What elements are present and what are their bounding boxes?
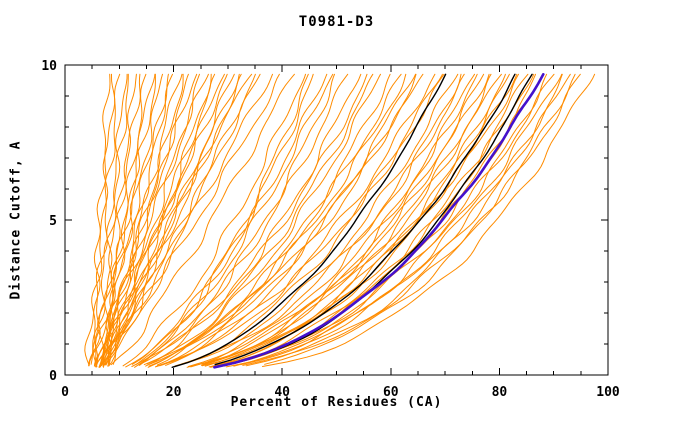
curve-predictions: [240, 73, 563, 366]
curve-predictions: [94, 73, 228, 367]
curve-predictions: [148, 73, 381, 367]
curve-predictions: [201, 73, 490, 366]
curve-predictions: [105, 73, 156, 366]
x-tick-label: 0: [61, 385, 69, 400]
curve-predictions: [104, 73, 225, 366]
curve-predictions: [155, 73, 417, 368]
curve-predictions: [91, 73, 111, 368]
curve-predictions: [137, 73, 368, 366]
curve-predictions: [84, 73, 116, 366]
curve-predictions: [112, 73, 240, 365]
curve-predictions: [174, 73, 459, 367]
y-tick-label: 10: [41, 59, 57, 74]
x-tick-label: 20: [166, 385, 182, 400]
curve-predictions: [210, 73, 555, 368]
curve-predictions: [242, 73, 581, 366]
curve-predictions: [165, 73, 436, 366]
curve-predictions: [98, 73, 163, 368]
curve-reference-models: [171, 73, 447, 368]
curve-best-model: [213, 73, 545, 369]
curve-predictions: [146, 73, 362, 365]
curve-predictions: [88, 73, 173, 367]
curve-predictions: [187, 73, 478, 367]
curve-predictions: [102, 73, 200, 365]
curve-predictions: [97, 73, 128, 368]
curve-predictions: [156, 73, 407, 366]
curve-predictions: [102, 73, 198, 367]
curve-predictions: [245, 73, 563, 367]
curve-predictions: [92, 73, 141, 367]
curve-predictions: [108, 73, 273, 367]
curve-predictions: [88, 73, 121, 367]
curve-predictions: [225, 73, 571, 368]
curve-predictions: [181, 73, 465, 365]
curve-predictions: [145, 73, 374, 367]
curve-predictions: [148, 73, 424, 365]
curve-predictions: [202, 73, 485, 365]
curve-predictions: [186, 73, 502, 368]
y-tick-label: 0: [49, 369, 57, 384]
curve-predictions: [99, 73, 183, 368]
curve-predictions: [201, 73, 475, 366]
curve-predictions: [122, 73, 306, 367]
curve-predictions: [215, 73, 535, 367]
x-tick-label: 100: [596, 385, 620, 400]
x-tick-label: 40: [274, 385, 290, 400]
curve-predictions: [159, 73, 416, 367]
curve-predictions: [147, 73, 391, 368]
curve-predictions: [264, 73, 576, 365]
curve-predictions: [262, 73, 596, 367]
curve-predictions: [143, 73, 402, 366]
curve-predictions: [90, 73, 129, 365]
curve-predictions: [110, 73, 295, 366]
curve-reference-models: [214, 73, 516, 366]
y-axis-label: Distance Cutoff, A: [8, 140, 24, 300]
curve-predictions: [139, 73, 335, 366]
x-tick-label: 60: [383, 385, 399, 400]
series-predictions: [84, 73, 596, 368]
curve-predictions: [135, 73, 309, 366]
curve-predictions: [134, 73, 334, 368]
curve-predictions: [99, 73, 280, 368]
x-axis-label: Percent of Residues (CA): [230, 395, 443, 410]
x-tick-label: 80: [492, 385, 508, 400]
curve-predictions: [217, 73, 529, 366]
curve-predictions: [94, 73, 209, 366]
curve-predictions: [105, 73, 256, 365]
curve-predictions: [155, 73, 445, 367]
y-tick-label: 5: [49, 214, 57, 229]
curve-predictions: [100, 73, 242, 366]
series-best-model: [213, 73, 545, 369]
curve-predictions: [94, 73, 147, 365]
curve-predictions: [181, 73, 443, 365]
curve-predictions: [95, 73, 253, 367]
curve-predictions: [131, 73, 349, 367]
chart-title: T0981-D3: [298, 14, 375, 30]
